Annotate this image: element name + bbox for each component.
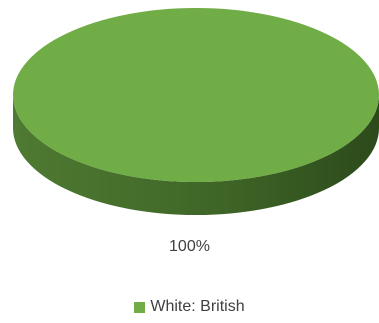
legend-label-white-british[interactable]: White: British xyxy=(150,298,245,315)
pie-slice-white-british[interactable] xyxy=(13,8,379,182)
pie-slices xyxy=(13,8,379,215)
legend: White: British xyxy=(0,298,379,316)
pie-slice-side xyxy=(13,95,379,215)
data-label-white-british: 100% xyxy=(169,238,210,255)
legend-swatch-white-british[interactable] xyxy=(134,301,146,313)
